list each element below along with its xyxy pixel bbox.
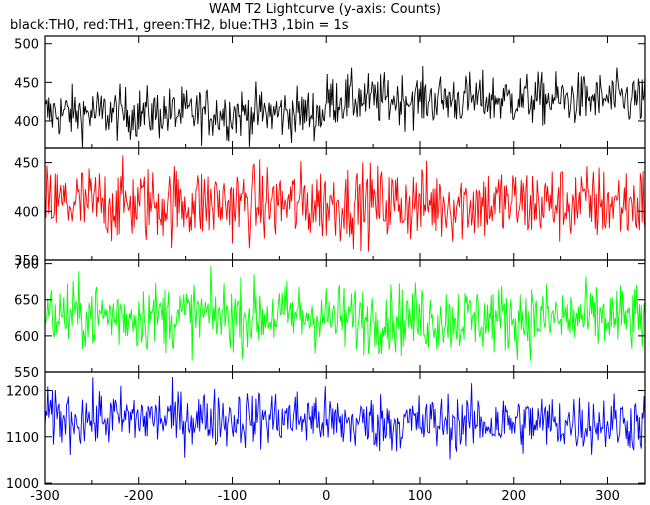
y-tick-label: 450 [14, 76, 39, 91]
series-line-th2 [45, 265, 645, 361]
y-tick-label: 400 [14, 205, 39, 220]
y-tick-label: 1000 [6, 477, 39, 492]
x-tick-label: 300 [595, 489, 620, 504]
panel-frame-th3 [44, 371, 646, 485]
y-tick-label: 350 [14, 254, 39, 269]
x-tick-label: -200 [124, 489, 154, 504]
y-tick-label: 450 [14, 157, 39, 172]
y-tick-label: 550 [14, 366, 39, 381]
series-line-th1 [45, 155, 645, 252]
chart-title: WAM T2 Lightcurve (y-axis: Counts) [209, 2, 441, 17]
x-tick-label: 100 [408, 489, 433, 504]
x-tick-label: -300 [30, 489, 60, 504]
y-tick-label: 650 [14, 294, 39, 309]
x-tick-label: 0 [322, 489, 330, 504]
x-tick-label: -100 [218, 489, 248, 504]
y-tick-label: 400 [14, 115, 39, 130]
y-tick-label: 1200 [6, 385, 39, 400]
x-tick-label: 200 [501, 489, 526, 504]
chart-subtitle: black:TH0, red:TH1, green:TH2, blue:TH3 … [10, 18, 349, 33]
y-tick-label: 500 [14, 38, 39, 53]
y-tick-label: 600 [14, 330, 39, 345]
series-line-th0 [45, 65, 645, 148]
series-line-th3 [45, 376, 645, 460]
y-tick-label: 1100 [6, 431, 39, 446]
y-tick-label: 700 [14, 258, 39, 273]
